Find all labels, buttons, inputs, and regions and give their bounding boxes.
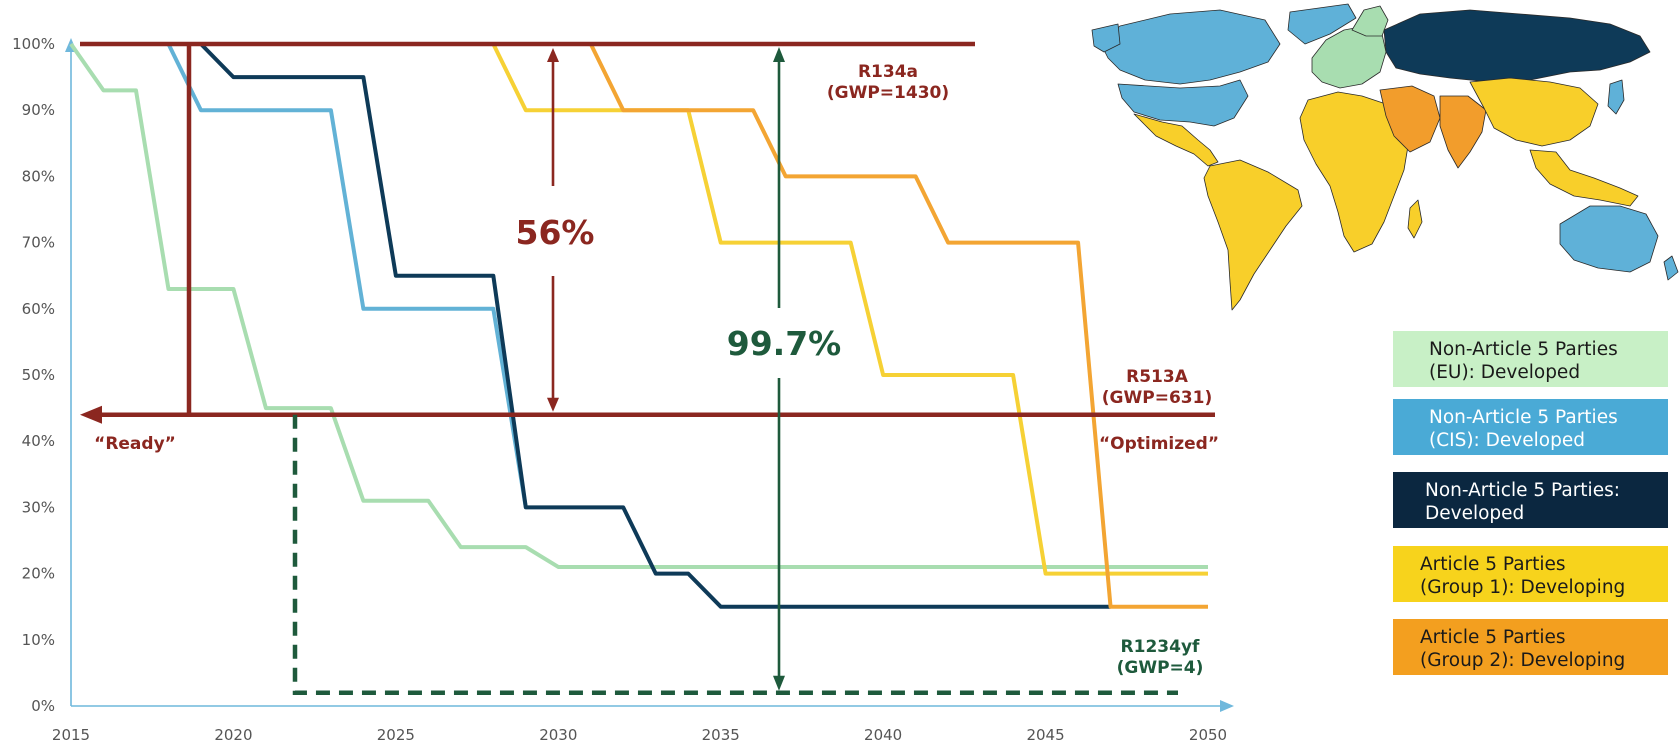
label-56-percent: 56%: [516, 213, 595, 252]
arrow-56-bottom-head: [547, 397, 559, 412]
map-region-eu-scandinavia: [1351, 5, 1389, 37]
arrow-56-top-head: [547, 48, 559, 62]
map-region-australia: [1559, 205, 1659, 273]
label-99-7-percent: 99.7%: [727, 324, 842, 363]
annotation-layer: R134a (GWP=1430) R513A (GWP=631) R1234yf…: [94, 62, 1219, 678]
y-tick-label: 60%: [22, 300, 55, 318]
map-region-canada: [1099, 9, 1281, 85]
series-line: [69, 42, 1208, 569]
x-tick-label: 2025: [377, 726, 415, 744]
arrow-997-top-head: [773, 47, 785, 62]
map-region-alaska: [1091, 23, 1121, 53]
map-region-india: [1439, 95, 1487, 169]
y-tick-label: 10%: [22, 631, 55, 649]
label-r513a: R513A: [1126, 367, 1189, 387]
y-tick-label: 20%: [22, 565, 55, 583]
y-tick-label: 0%: [31, 697, 55, 715]
legend-label-line2: Developed: [1425, 503, 1525, 524]
y-tick-label: 40%: [22, 432, 55, 450]
x-tick-label: 2020: [214, 726, 252, 744]
label-ready: “Ready”: [94, 434, 176, 454]
legend-item: Non-Article 5 Parties: Developed: [1393, 472, 1668, 528]
map-region-japan: [1607, 79, 1625, 115]
r1234yf-dashed-line: [292, 414, 1178, 696]
map-region-eu: [1311, 25, 1387, 89]
legend-item: Article 5 Parties (Group 1): Developing: [1393, 546, 1668, 602]
legend-label-line1: Non-Article 5 Parties: [1429, 339, 1618, 360]
axes: [65, 38, 1234, 712]
map-region-mexico-central: [1133, 113, 1219, 167]
y-tick-label: 70%: [22, 234, 55, 252]
legend-label-line2: (EU): Developed: [1429, 362, 1581, 383]
map-region-china-asia: [1469, 77, 1599, 147]
x-tick-label: 2015: [52, 726, 90, 744]
map-region-russia: [1383, 9, 1651, 83]
x-axis-arrow: [1220, 700, 1234, 712]
y-tick-label: 50%: [22, 366, 55, 384]
world-map: [1091, 3, 1679, 311]
label-r1234yf-gwp: (GWP=4): [1117, 658, 1204, 678]
legend-label-line1: Non-Article 5 Parties:: [1425, 480, 1620, 501]
series-line: [199, 42, 1111, 609]
map-regions: [1091, 3, 1679, 311]
label-r134a: R134a: [858, 62, 918, 82]
x-tick-label: 2035: [702, 726, 740, 744]
map-region-usa: [1117, 79, 1249, 127]
y-tick-label: 80%: [22, 167, 55, 185]
map-region-middle-east: [1379, 85, 1441, 153]
legend-label-line1: Article 5 Parties: [1420, 554, 1566, 575]
legend-label-line1: Non-Article 5 Parties: [1429, 407, 1618, 428]
x-tick-label: 2050: [1189, 726, 1227, 744]
map-region-nz: [1663, 255, 1679, 281]
y-tick-label: 90%: [22, 101, 55, 119]
series-line: [166, 43, 528, 508]
axis-ticks: 2015 2020 2025 2030 2035 2040 2045 2050 0% 10% 20%…: [12, 35, 1227, 744]
label-optimized: “Optimized”: [1099, 434, 1219, 454]
x-tick-label: 2045: [1026, 726, 1064, 744]
arrow-997-bottom-head: [773, 675, 785, 691]
legend-item: Non-Article 5 Parties (EU): Developed: [1393, 331, 1668, 387]
map-region-greenland: [1287, 3, 1357, 45]
label-r1234yf: R1234yf: [1121, 637, 1200, 657]
x-tick-label: 2030: [539, 726, 577, 744]
r513a-arrow: [80, 405, 102, 424]
legend-label-line2: (CIS): Developed: [1429, 430, 1585, 451]
reference-layer: [80, 41, 1215, 696]
series-line: [588, 43, 1208, 609]
x-tick-label: 2040: [864, 726, 902, 744]
series-line: [491, 43, 1208, 576]
label-r134a-gwp: (GWP=1430): [827, 83, 949, 103]
y-tick-label: 100%: [12, 35, 55, 53]
y-tick-label: 30%: [22, 498, 55, 516]
series-layer: [69, 42, 1208, 609]
map-region-africa: [1299, 91, 1409, 253]
legend-label-line2: (Group 2): Developing: [1420, 650, 1626, 671]
label-r513a-gwp: (GWP=631): [1102, 388, 1212, 408]
map-region-se-asia: [1529, 149, 1639, 207]
legend-item: Article 5 Parties (Group 2): Developing: [1393, 619, 1668, 675]
map-region-madagascar: [1407, 199, 1423, 239]
map-region-south-america: [1203, 159, 1303, 311]
legend-label-line2: (Group 1): Developing: [1420, 577, 1626, 598]
legend-label-line1: Article 5 Parties: [1420, 627, 1566, 648]
legend-item: Non-Article 5 Parties (CIS): Developed: [1393, 399, 1668, 455]
